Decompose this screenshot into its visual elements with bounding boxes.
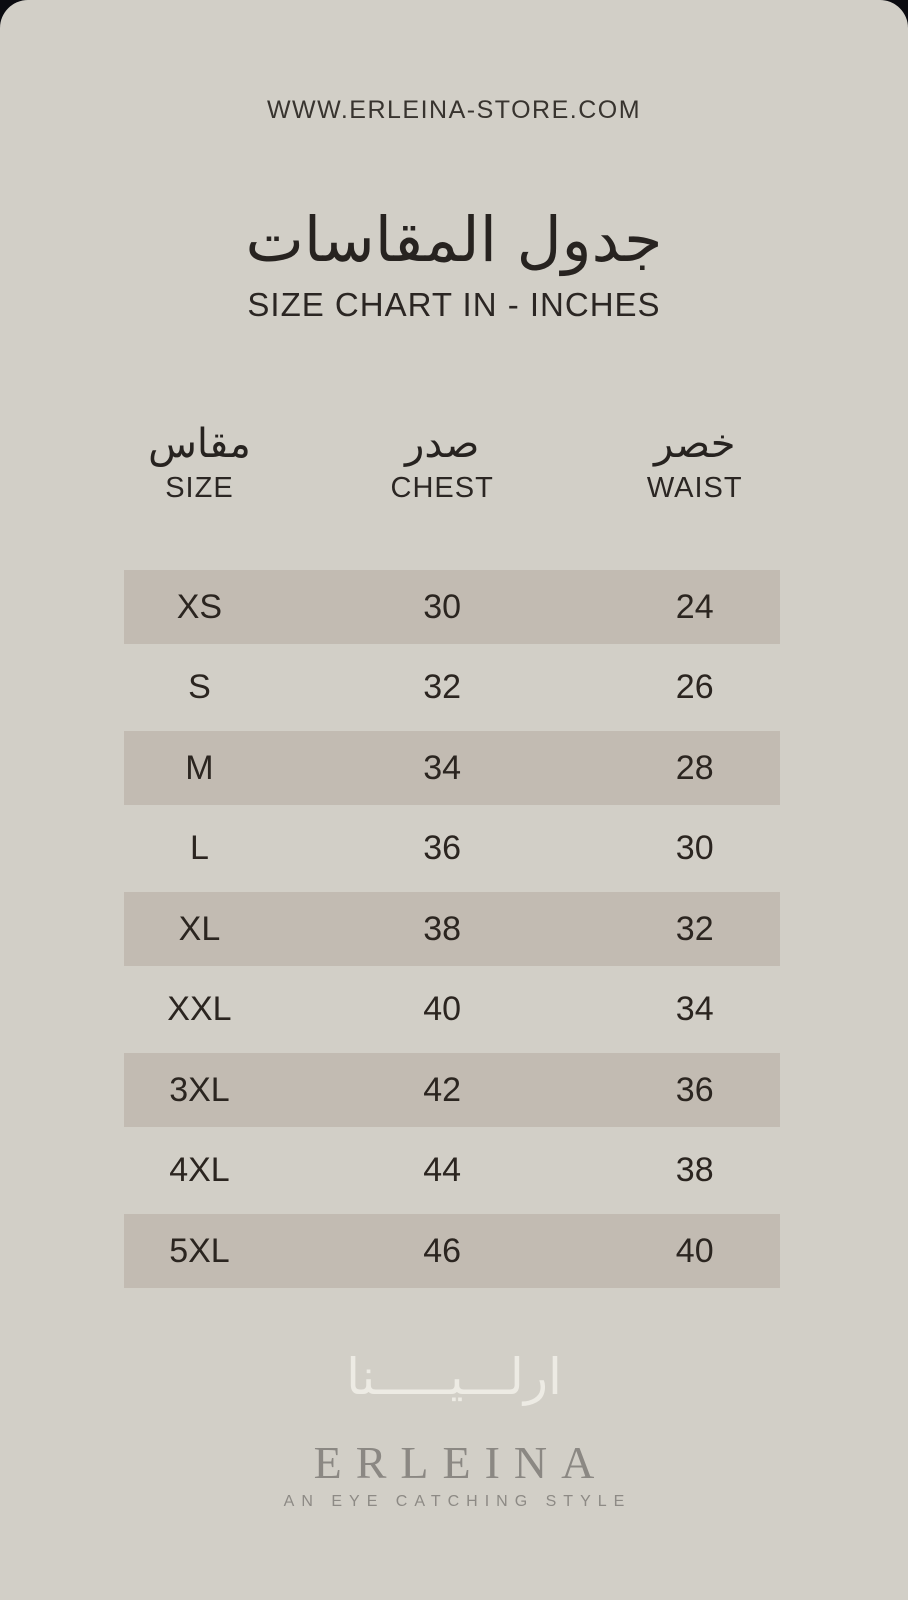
column-header-waist-arabic: خصر [653, 421, 736, 467]
table-cell: 38 [675, 1151, 714, 1189]
table-cell: 44 [423, 1151, 462, 1189]
column-header-waist-english: WAIST [646, 472, 743, 504]
table-cell: XXL [167, 990, 232, 1028]
table-cell: 34 [423, 748, 462, 787]
table-cell: 30 [675, 829, 714, 867]
table-row-xxl: XXL 40 34 [124, 966, 780, 1053]
table-cell: 36 [675, 1070, 714, 1109]
table-cell: XL [178, 909, 221, 948]
size-table-body: XS 30 24 S 32 26 M 34 28 L 36 30 XL 38 32 XXL 40 34 3XL 42 3… [124, 570, 780, 1288]
table-cell: 30 [423, 587, 462, 626]
brand-logo-arabic: ارلـــيـــــنا [346, 1348, 562, 1406]
table-cell: 42 [423, 1070, 462, 1109]
column-header-waist: خصر WAIST [609, 418, 780, 506]
table-cell: L [189, 829, 209, 867]
table-cell: 32 [423, 668, 462, 706]
table-cell: 28 [675, 748, 714, 787]
table-cell: 3XL [169, 1070, 230, 1109]
table-cell: 32 [675, 909, 714, 948]
column-header-size: مقاس SIZE [124, 418, 275, 506]
table-row-4xl: 4XL 44 38 [124, 1127, 780, 1214]
column-header-chest-english: CHEST [390, 472, 494, 504]
column-header-chest: صدر CHEST [275, 418, 610, 506]
table-cell: 26 [675, 668, 714, 706]
table-cell: 46 [423, 1231, 462, 1270]
table-cell: 34 [675, 990, 714, 1028]
page-title-arabic: جدول المقاسات [245, 203, 663, 276]
column-header-chest-arabic: صدر [405, 421, 480, 467]
column-header-size-english: SIZE [165, 472, 234, 504]
table-row-l: L 36 30 [124, 805, 780, 892]
size-table-header: مقاس SIZE صدر CHEST خصر WAIST [124, 418, 780, 506]
table-cell: S [188, 668, 211, 706]
table-cell: 40 [675, 1231, 714, 1270]
table-cell: 40 [423, 990, 462, 1028]
table-cell: 5XL [169, 1231, 230, 1270]
page-title-english: SIZE CHART IN - INCHES [247, 286, 661, 323]
brand-wordmark: ERLEINA [313, 1437, 609, 1488]
table-row-s: S 32 26 [124, 644, 780, 731]
table-row-5xl: 5XL 46 40 [124, 1214, 780, 1288]
table-cell: XS [176, 587, 223, 626]
table-cell: M [185, 748, 214, 787]
size-table: مقاس SIZE صدر CHEST خصر WAIST XS 30 24 S 32 2… [124, 418, 780, 1288]
table-row-xl: XL 38 32 [124, 892, 780, 966]
table-cell: 38 [423, 909, 462, 948]
table-cell: 36 [423, 829, 462, 867]
column-header-size-arabic: مقاس [148, 421, 251, 467]
table-cell: 24 [675, 587, 714, 626]
table-row-m: M 34 28 [124, 731, 780, 805]
brand-tagline: AN EYE CATCHING STYLE [283, 1493, 632, 1510]
table-cell: 4XL [169, 1151, 230, 1189]
table-row-3xl: 3XL 42 36 [124, 1053, 780, 1127]
website-url: WWW.ERLEINA-STORE.COM [266, 96, 642, 124]
table-row-xs: XS 30 24 [124, 570, 780, 644]
